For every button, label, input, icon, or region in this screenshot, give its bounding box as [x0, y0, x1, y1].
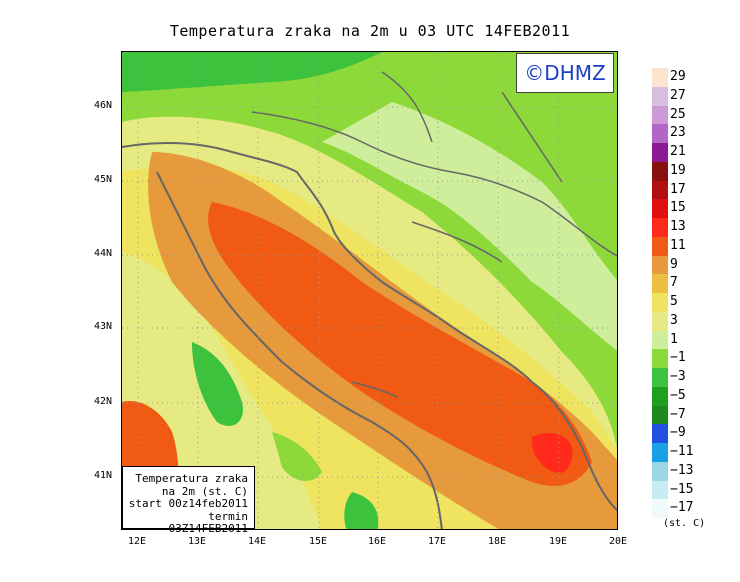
lon-label-16e: 16E: [368, 536, 387, 547]
colorbar-label: 29: [670, 69, 686, 84]
adriatic-sea-warm: [208, 202, 592, 486]
colorbar-label: 21: [670, 144, 686, 159]
italian-coastline: [156, 171, 443, 529]
colorbar-label: 15: [670, 200, 686, 216]
colorbar-swatch: [652, 461, 668, 481]
colorbar-swatch: [652, 499, 668, 519]
temperature-field: [122, 52, 617, 529]
colorbar-swatch: [652, 293, 668, 312]
southern-warm-core: [531, 433, 573, 473]
lat-label-45n: 45N: [94, 174, 113, 185]
temperature-map: [121, 51, 618, 530]
colorbar-swatch: [652, 405, 668, 425]
colorbar-label: 17: [670, 181, 686, 197]
colorbar-swatch: [652, 330, 668, 350]
national-border: [251, 111, 617, 257]
colorbar-swatch: [652, 68, 668, 87]
dhmz-watermark: ©DHMZ: [516, 53, 614, 93]
colorbar-swatch: [652, 105, 668, 125]
colorbar-label: −7: [670, 406, 686, 422]
colorbar-swatch: [652, 368, 668, 387]
colorbar-label: 1: [670, 331, 678, 347]
colorbar-label: −9: [670, 425, 686, 441]
map-title: Temperatura zraka na 2m u 03 UTC 14FEB20…: [169, 22, 571, 40]
colorbar-swatch: [652, 86, 668, 106]
lon-label-12e: 12E: [128, 536, 147, 547]
colorbar-label: 13: [670, 219, 686, 234]
lat-label-44n: 44N: [94, 248, 113, 259]
lat-label-46n: 46N: [94, 100, 113, 111]
apennine-green: [192, 342, 243, 426]
colorbar-label: 5: [670, 294, 678, 309]
colorbar-label: −11: [670, 444, 694, 459]
lon-label-18e: 18E: [488, 536, 507, 547]
colorbar-label: 27: [670, 87, 686, 103]
colorbar-label: −5: [670, 387, 686, 403]
info-line-3: start 00z14feb2011: [128, 497, 248, 510]
colorbar-label: −3: [670, 369, 686, 384]
lon-label-20e: 20E: [609, 536, 628, 547]
colorbar-swatch: [652, 349, 668, 369]
colorbar-swatch: [652, 199, 668, 219]
colorbar-swatch: [652, 386, 668, 406]
inland-borders: [381, 71, 563, 263]
colorbar-label: −13: [670, 462, 694, 478]
colorbar-swatch: [652, 124, 668, 144]
colorbar-swatch: [652, 218, 668, 237]
colorbar-label: 19: [670, 162, 686, 178]
south-green-patch: [344, 492, 379, 529]
colorbar-swatch: [652, 424, 668, 444]
colorbar-swatch: [652, 443, 668, 462]
alpine-cold-zone: [122, 52, 382, 92]
colorbar-label: −17: [670, 500, 694, 516]
colorbar-label: 25: [670, 106, 686, 122]
info-line-2: na 2m (st. C): [161, 484, 248, 498]
colorbar-label: 11: [670, 237, 686, 253]
gargano-coast: [351, 381, 398, 398]
lat-label-41n: 41N: [94, 470, 113, 481]
apennine-south-green: [272, 432, 322, 482]
colorbar-swatch: [652, 311, 668, 331]
lon-label-17e: 17E: [428, 536, 447, 547]
info-line-1: Temperatura zraka: [135, 472, 248, 485]
colorbar-swatch: [652, 161, 668, 181]
colorbar-label: 23: [670, 125, 686, 141]
colorbar-label: −1: [670, 350, 686, 366]
colorbar-label: 9: [670, 256, 678, 272]
colorbar-label: −15: [670, 481, 694, 497]
colorbar-label: 7: [670, 275, 678, 291]
colorbar-swatch: [652, 480, 668, 500]
lon-label-14e: 14E: [248, 536, 267, 547]
eastern-coastline: [122, 142, 617, 512]
inland-light-band: [322, 102, 617, 351]
lon-label-19e: 19E: [549, 536, 568, 547]
info-box: Temperatura zraka na 2m (st. C) start 00…: [122, 466, 255, 535]
colorbar-swatch: [652, 274, 668, 294]
colorbar-unit: (st. C): [663, 518, 706, 529]
colorbar-swatch: [652, 255, 668, 275]
colorbar-swatch: [652, 180, 668, 200]
colorbar-swatch: [652, 143, 668, 162]
info-line-4: termin 03Z14FEB2011: [168, 509, 248, 535]
lon-label-15e: 15E: [309, 536, 328, 547]
lon-label-13e: 13E: [188, 536, 207, 547]
lat-label-42n: 42N: [94, 396, 113, 407]
lat-label-43n: 43N: [94, 321, 113, 332]
colorbar-label: 3: [670, 312, 678, 328]
colorbar-swatch: [652, 236, 668, 256]
